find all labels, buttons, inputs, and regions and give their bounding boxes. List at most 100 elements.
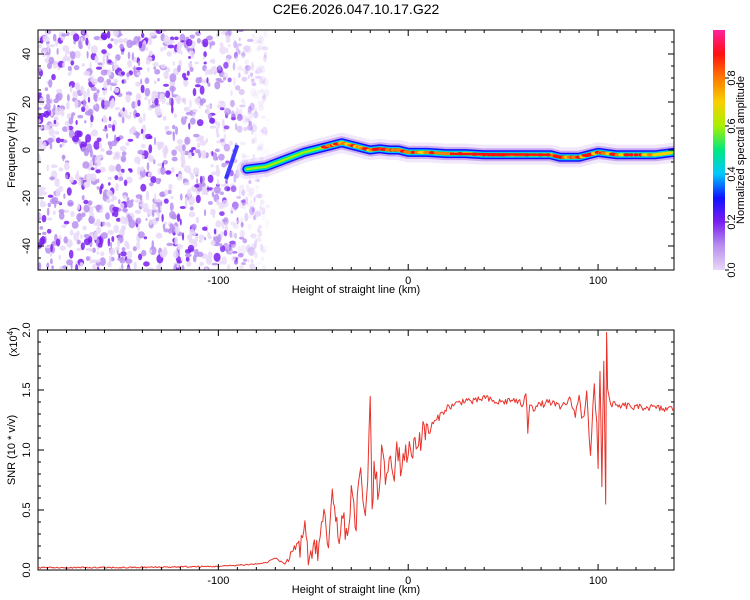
noise-speckle — [252, 136, 258, 143]
noise-speckle — [185, 253, 192, 258]
noise-speckle — [251, 243, 257, 250]
noise-speckle — [72, 33, 80, 42]
noise-speckle — [159, 250, 167, 258]
noise-speckle — [198, 234, 205, 240]
noise-speckle — [50, 243, 53, 253]
noise-speckle — [65, 174, 69, 179]
noise-speckle — [114, 107, 120, 111]
noise-speckle — [65, 101, 70, 110]
noise-speckle — [147, 153, 152, 162]
noise-speckle — [140, 143, 146, 149]
noise-speckle — [48, 79, 53, 88]
x-tick-label: -100 — [207, 575, 229, 587]
noise-speckle — [62, 209, 70, 213]
noise-speckle — [101, 221, 106, 227]
noise-speckle — [201, 175, 205, 183]
noise-speckle — [252, 215, 258, 220]
noise-speckle — [233, 77, 236, 86]
noise-speckle — [240, 244, 247, 255]
noise-speckle — [133, 261, 137, 270]
noise-speckle — [107, 123, 112, 129]
noise-speckle — [265, 204, 270, 209]
noise-speckle — [264, 30, 267, 38]
noise-speckle — [192, 113, 195, 118]
noise-speckle — [108, 182, 111, 186]
noise-speckle — [199, 175, 203, 184]
noise-speckle — [137, 231, 145, 239]
noise-speckle — [213, 228, 217, 235]
noise-speckle — [161, 162, 165, 169]
noise-speckle — [261, 207, 266, 215]
noise-speckle — [196, 119, 204, 127]
noise-speckle — [243, 45, 251, 53]
noise-speckle — [241, 189, 246, 197]
noise-speckle — [63, 220, 70, 225]
noise-speckle — [89, 173, 97, 182]
noise-speckle — [46, 93, 50, 101]
noise-speckle — [195, 216, 200, 224]
noise-speckle — [179, 218, 182, 226]
noise-speckle — [136, 241, 141, 250]
snr-plot-area — [38, 332, 674, 569]
noise-speckle — [133, 65, 136, 75]
noise-speckle — [180, 150, 186, 156]
noise-speckle — [264, 147, 270, 157]
noise-speckle — [259, 76, 263, 82]
noise-speckle — [96, 251, 100, 255]
noise-speckle — [248, 119, 251, 126]
noise-speckle — [48, 44, 56, 48]
noise-speckle — [265, 221, 269, 229]
noise-speckle — [254, 210, 262, 217]
noise-speckle — [250, 111, 254, 121]
noise-speckle — [167, 44, 175, 49]
ridge-hotspot — [623, 153, 630, 157]
noise-speckle — [71, 221, 79, 229]
noise-speckle — [147, 36, 153, 46]
noise-speckle — [220, 231, 224, 238]
noise-speckle — [99, 166, 106, 173]
noise-speckle — [47, 217, 53, 221]
noise-speckle — [149, 182, 154, 187]
noise-speckle — [231, 255, 237, 262]
noise-speckle — [89, 75, 94, 79]
noise-speckle — [66, 187, 72, 196]
noise-speckle — [58, 167, 64, 172]
noise-speckle — [248, 186, 256, 194]
noise-speckle — [83, 199, 89, 205]
noise-speckle — [75, 264, 79, 270]
noise-speckle — [125, 94, 131, 103]
noise-speckle — [218, 153, 225, 161]
noise-speckle — [187, 244, 195, 252]
noise-speckle — [129, 111, 132, 115]
colorbar-tick-label: 0.2 — [726, 214, 738, 229]
noise-speckle — [224, 107, 231, 116]
noise-speckle — [256, 237, 262, 243]
noise-speckle — [189, 206, 194, 211]
noise-speckle — [217, 121, 220, 129]
noise-speckle — [85, 104, 89, 112]
noise-speckle — [171, 82, 176, 86]
noise-speckle — [186, 38, 193, 47]
noise-speckle — [113, 87, 120, 93]
noise-speckle — [188, 122, 191, 130]
noise-speckle — [107, 59, 112, 64]
noise-speckle — [144, 77, 150, 84]
noise-speckle — [257, 228, 260, 233]
noise-speckle — [48, 128, 55, 136]
noise-speckle — [214, 148, 220, 153]
noise-speckle — [246, 202, 250, 208]
noise-speckle — [213, 252, 221, 262]
noise-speckle — [256, 261, 263, 265]
noise-speckle — [119, 202, 125, 209]
spectrogram-y-ticks: -40 -20 0 20 40 — [21, 29, 674, 271]
noise-speckle — [260, 88, 264, 94]
noise-speckle — [265, 130, 268, 138]
ridge-hotspot — [629, 153, 634, 157]
noise-speckle — [255, 186, 259, 194]
noise-speckle — [151, 240, 155, 250]
noise-speckle — [164, 144, 168, 154]
noise-speckle — [188, 56, 191, 59]
noise-speckle — [204, 191, 209, 196]
noise-speckle — [97, 178, 100, 183]
noise-speckle — [92, 247, 96, 253]
